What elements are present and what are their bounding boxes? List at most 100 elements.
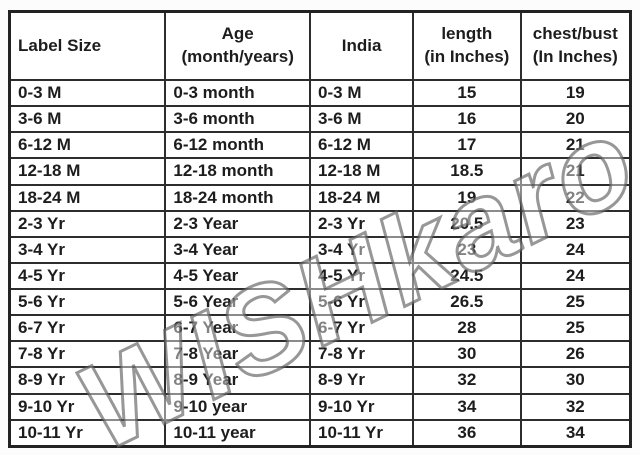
table-row: 12-18 M 12-18 month 12-18 M 18.5 21 <box>8 157 632 186</box>
table-cell-india: 2-3 Yr <box>309 209 415 238</box>
table-cell-length-in-inches: 30 <box>412 340 522 369</box>
table-cell-india: 0-3 M <box>309 78 415 108</box>
table-cell-chest-bust-in-inches: 22 <box>519 183 632 212</box>
table-cell-india: 8-9 Yr <box>309 366 415 395</box>
table-cell-length-in-inches: 16 <box>412 105 522 134</box>
table-cell-length-in-inches: 34 <box>412 392 522 421</box>
table-row: 18-24 M 18-24 month 18-24 M 19 22 <box>8 183 632 212</box>
table-row: 6-7 Yr 6-7 Year 6-7 Yr 28 25 <box>8 314 632 343</box>
table-cell-india: 3-6 M <box>309 105 415 134</box>
table-cell-length-in-inches: 19 <box>412 183 522 212</box>
table-cell-chest-bust-in-inches: 32 <box>519 392 632 421</box>
table-cell-label-size: 12-18 M <box>8 157 167 186</box>
table-cell-chest-bust-in-inches: 20 <box>519 105 632 134</box>
column-header-india: India <box>309 10 415 81</box>
table-cell-chest-bust-in-inches: 19 <box>519 78 632 108</box>
column-header-label-size: Label Size <box>8 10 167 81</box>
table-cell-india: 18-24 M <box>309 183 415 212</box>
table-row: 9-10 Yr 9-10 year 9-10 Yr 34 32 <box>8 392 632 421</box>
column-header-line: (In Inches) <box>532 47 618 66</box>
column-header-line: Label Size <box>18 35 102 55</box>
table-cell-age-month-years: 6-7 Year <box>164 314 312 343</box>
table-cell-chest-bust-in-inches: 34 <box>519 418 632 448</box>
table-cell-label-size: 3-4 Yr <box>8 235 167 264</box>
column-header-chest-bust-in-inches: chest/bust (In Inches) <box>519 10 632 81</box>
table-row: 6-12 M 6-12 month 6-12 M 17 21 <box>8 131 632 160</box>
table-cell-length-in-inches: 15 <box>412 78 522 108</box>
column-header-line: Age <box>221 24 254 44</box>
table-cell-age-month-years: 18-24 month <box>164 183 312 212</box>
table-cell-label-size: 18-24 M <box>8 183 167 212</box>
table-cell-length-in-inches: 28 <box>412 314 522 343</box>
table-cell-length-in-inches: 26.5 <box>412 287 522 317</box>
table-row: 0-3 M 0-3 month 0-3 M 15 19 <box>8 78 632 108</box>
table-cell-age-month-years: 2-3 Year <box>164 209 312 238</box>
size-chart-table: Label Size Age (month/years) India length (in… <box>8 10 632 448</box>
table-cell-age-month-years: 12-18 month <box>164 157 312 186</box>
column-header-line: length <box>441 24 493 44</box>
table-row: 3-6 M 3-6 month 3-6 M 16 20 <box>8 105 632 134</box>
table-cell-label-size: 0-3 M <box>8 78 167 108</box>
table-cell-label-size: 10-11 Yr <box>8 418 167 448</box>
column-header-line: (in Inches) <box>424 47 510 66</box>
table-cell-label-size: 9-10 Yr <box>8 392 167 421</box>
table-cell-length-in-inches: 23 <box>412 235 522 264</box>
table-cell-chest-bust-in-inches: 24 <box>519 261 632 291</box>
table-cell-age-month-years: 5-6 Year <box>164 287 312 317</box>
table-cell-chest-bust-in-inches: 24 <box>519 235 632 264</box>
table-cell-india: 6-7 Yr <box>309 314 415 343</box>
table-header: Label Size Age (month/years) India length (in… <box>8 10 632 81</box>
table-cell-label-size: 7-8 Yr <box>8 340 167 369</box>
table-cell-chest-bust-in-inches: 26 <box>519 340 632 369</box>
table-row: 10-11 Yr 10-11 year 10-11 Yr 36 34 <box>8 418 632 448</box>
table-cell-chest-bust-in-inches: 25 <box>519 287 632 317</box>
table-row: 4-5 Yr 4-5 Year 4-5 Yr 24.5 24 <box>8 261 632 291</box>
table-cell-label-size: 3-6 M <box>8 105 167 134</box>
table-cell-age-month-years: 10-11 year <box>164 418 312 448</box>
table-cell-chest-bust-in-inches: 21 <box>519 157 632 186</box>
table-cell-label-size: 6-12 M <box>8 131 167 160</box>
table-cell-label-size: 2-3 Yr <box>8 209 167 238</box>
table-cell-age-month-years: 9-10 year <box>164 392 312 421</box>
column-header-line: India <box>341 35 382 55</box>
table-body: 0-3 M 0-3 month 0-3 M 15 19 3-6 M 3-6 month 3-6… <box>8 78 632 448</box>
table-cell-age-month-years: 7-8 Year <box>164 340 312 369</box>
table-cell-age-month-years: 3-6 month <box>164 105 312 134</box>
table-cell-india: 7-8 Yr <box>309 340 415 369</box>
table-header-row: Label Size Age (month/years) India length (in… <box>8 10 632 81</box>
table-cell-chest-bust-in-inches: 21 <box>519 131 632 160</box>
table-cell-label-size: 8-9 Yr <box>8 366 167 395</box>
table-cell-chest-bust-in-inches: 23 <box>519 209 632 238</box>
table-row: 2-3 Yr 2-3 Year 2-3 Yr 20.5 23 <box>8 209 632 238</box>
table-cell-age-month-years: 0-3 month <box>164 78 312 108</box>
column-header-line: (month/years) <box>181 47 294 66</box>
table-cell-chest-bust-in-inches: 30 <box>519 366 632 395</box>
table-cell-length-in-inches: 17 <box>412 131 522 160</box>
table-cell-india: 9-10 Yr <box>309 392 415 421</box>
table-cell-india: 10-11 Yr <box>309 418 415 448</box>
table-cell-india: 12-18 M <box>309 157 415 186</box>
table-cell-length-in-inches: 36 <box>412 418 522 448</box>
table-row: 5-6 Yr 5-6 Year 5-6 Yr 26.5 25 <box>8 287 632 317</box>
table-cell-chest-bust-in-inches: 25 <box>519 314 632 343</box>
table-cell-label-size: 6-7 Yr <box>8 314 167 343</box>
table-row: 8-9 Yr 8-9 Year 8-9 Yr 32 30 <box>8 366 632 395</box>
table-cell-label-size: 5-6 Yr <box>8 287 167 317</box>
table-cell-length-in-inches: 20.5 <box>412 209 522 238</box>
table-cell-india: 5-6 Yr <box>309 287 415 317</box>
table-cell-india: 3-4 Yr <box>309 235 415 264</box>
table-cell-age-month-years: 4-5 Year <box>164 261 312 291</box>
table-cell-length-in-inches: 32 <box>412 366 522 395</box>
table-cell-label-size: 4-5 Yr <box>8 261 167 291</box>
table-cell-age-month-years: 3-4 Year <box>164 235 312 264</box>
table-cell-length-in-inches: 24.5 <box>412 261 522 291</box>
table-row: 3-4 Yr 3-4 Year 3-4 Yr 23 24 <box>8 235 632 264</box>
table-cell-length-in-inches: 18.5 <box>412 157 522 186</box>
table-cell-india: 6-12 M <box>309 131 415 160</box>
table-cell-age-month-years: 8-9 Year <box>164 366 312 395</box>
column-header-line: chest/bust <box>532 24 618 44</box>
column-header-length-in-inches: length (in Inches) <box>412 10 522 81</box>
table-row: 7-8 Yr 7-8 Year 7-8 Yr 30 26 <box>8 340 632 369</box>
table-cell-india: 4-5 Yr <box>309 261 415 291</box>
